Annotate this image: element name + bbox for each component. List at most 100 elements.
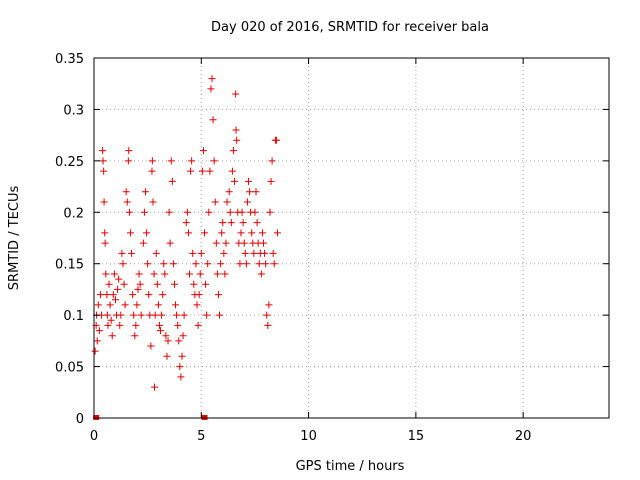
data-point bbox=[162, 332, 170, 340]
data-point bbox=[133, 301, 141, 309]
data-point bbox=[174, 321, 182, 329]
data-point bbox=[208, 75, 216, 83]
data-point bbox=[183, 208, 191, 216]
data-point bbox=[93, 337, 101, 345]
data-point bbox=[217, 260, 225, 268]
data-point bbox=[264, 321, 272, 329]
plot-frame bbox=[93, 57, 610, 419]
data-point bbox=[154, 301, 162, 309]
data-point bbox=[242, 260, 250, 268]
data-point bbox=[100, 198, 108, 206]
x-tick-label: 5 bbox=[197, 429, 205, 444]
data-point bbox=[107, 316, 115, 324]
data-point bbox=[203, 311, 211, 319]
data-point bbox=[252, 188, 260, 196]
data-point bbox=[131, 332, 139, 340]
data-point bbox=[182, 219, 190, 227]
data-point bbox=[110, 270, 118, 278]
data-point bbox=[124, 157, 132, 165]
data-point bbox=[160, 260, 168, 268]
data-point bbox=[111, 296, 119, 304]
data-point bbox=[125, 147, 133, 155]
y-tick-label: 0 bbox=[76, 412, 84, 427]
data-point bbox=[161, 270, 169, 278]
data-point bbox=[218, 229, 226, 237]
data-point bbox=[180, 311, 188, 319]
data-point bbox=[153, 280, 161, 288]
data-point bbox=[262, 260, 270, 268]
data-point bbox=[143, 229, 151, 237]
data-point bbox=[188, 157, 196, 165]
data-point bbox=[164, 337, 172, 345]
data-point bbox=[206, 167, 214, 175]
y-tick-label: 0.3 bbox=[63, 103, 84, 118]
data-point bbox=[134, 285, 142, 293]
y-tick-label: 0.2 bbox=[63, 206, 84, 221]
data-point bbox=[220, 249, 228, 257]
data-point bbox=[189, 249, 197, 257]
data-point bbox=[223, 198, 231, 206]
data-point bbox=[198, 167, 206, 175]
data-point bbox=[250, 249, 258, 257]
data-point bbox=[148, 167, 156, 175]
data-point bbox=[126, 229, 134, 237]
y-axis-label: SRMTID / TECUs bbox=[7, 186, 22, 291]
data-point bbox=[261, 249, 269, 257]
data-point bbox=[202, 280, 210, 288]
data-point bbox=[101, 239, 109, 247]
data-point bbox=[100, 167, 108, 175]
data-point bbox=[245, 177, 252, 185]
data-point bbox=[207, 85, 215, 93]
data-point bbox=[172, 301, 180, 309]
data-point bbox=[176, 363, 184, 371]
data-point bbox=[147, 342, 155, 350]
data-point bbox=[184, 229, 192, 237]
x-tick-label: 15 bbox=[408, 429, 425, 444]
y-tick-label: 0.35 bbox=[55, 52, 84, 67]
data-point bbox=[216, 311, 224, 319]
data-point bbox=[237, 229, 245, 237]
data-point bbox=[213, 270, 221, 278]
data-point bbox=[267, 177, 275, 185]
data-point bbox=[105, 280, 113, 288]
data-point bbox=[167, 157, 175, 165]
data-point bbox=[148, 157, 156, 165]
data-point bbox=[190, 280, 198, 288]
data-point bbox=[94, 301, 102, 309]
data-point bbox=[210, 157, 218, 165]
data-point bbox=[122, 188, 130, 196]
data-point bbox=[96, 291, 104, 299]
data-point bbox=[243, 198, 251, 206]
data-point bbox=[91, 347, 99, 355]
x-axis-label: GPS time / hours bbox=[296, 459, 405, 474]
y-tick-label: 0.1 bbox=[63, 309, 84, 324]
data-point bbox=[144, 260, 152, 268]
data-point bbox=[194, 321, 202, 329]
data-point bbox=[204, 260, 212, 268]
data-point bbox=[157, 327, 165, 335]
data-point bbox=[178, 352, 186, 360]
data-point bbox=[149, 198, 157, 206]
y-tick-label: 0.05 bbox=[55, 361, 84, 376]
data-point bbox=[99, 157, 107, 165]
data-point bbox=[155, 321, 163, 329]
data-point bbox=[221, 270, 229, 278]
data-point bbox=[165, 208, 173, 216]
chart-title: Day 020 of 2016, SRMTID for receiver bal… bbox=[211, 20, 489, 35]
data-point bbox=[241, 249, 249, 257]
data-point bbox=[130, 311, 138, 319]
x-tick-label: 0 bbox=[90, 429, 98, 444]
x-tick-label: 10 bbox=[300, 429, 317, 444]
data-point bbox=[233, 136, 241, 144]
data-point bbox=[114, 285, 122, 293]
y-tick-label: 0.25 bbox=[55, 155, 84, 170]
data-point bbox=[118, 249, 126, 257]
data-point bbox=[209, 116, 217, 124]
data-point bbox=[175, 337, 183, 345]
data-point bbox=[185, 270, 193, 278]
data-point bbox=[239, 219, 247, 227]
data-point bbox=[142, 188, 149, 196]
data-point bbox=[270, 260, 278, 268]
data-point bbox=[197, 249, 205, 257]
data-point bbox=[269, 249, 277, 257]
